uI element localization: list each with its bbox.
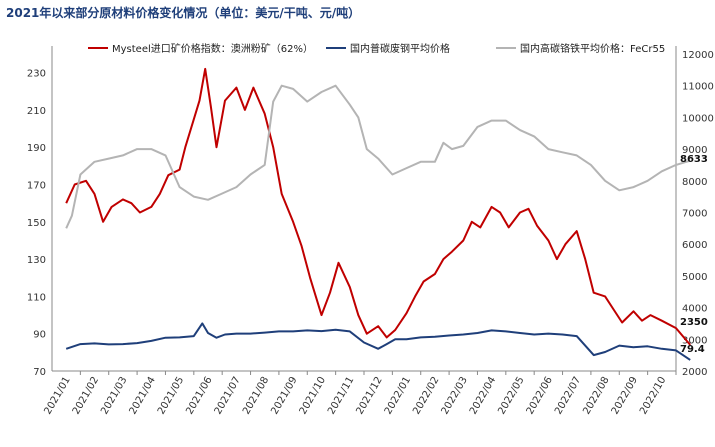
y-right-tick-label: 9000 [682, 145, 707, 156]
y-left-tick-label: 110 [27, 292, 46, 303]
series-line-2 [65, 84, 691, 229]
y-left-tick-label: 150 [27, 218, 46, 229]
y-right-tick-label: 7000 [682, 209, 707, 220]
x-tick-label: 2022/03 [440, 375, 470, 416]
y-right-tick-label: 12000 [682, 50, 714, 61]
legend-label: 国内普碳废钢平均价格 [350, 42, 450, 55]
y-right-tick-label: 8000 [682, 177, 707, 188]
series-line-0 [65, 67, 691, 346]
y-right-tick-label: 10000 [682, 113, 714, 124]
x-tick-label: 2021/08 [241, 375, 271, 416]
x-tick-label: 2021/06 [184, 375, 214, 416]
chart-title: 2021年以来部分原材料价格变化情况（单位：美元/干吨、元/吨） [6, 6, 361, 20]
series-end-label: 2350 [680, 317, 708, 328]
y-right-tick-label: 5000 [682, 272, 707, 283]
series-end-label: 8633 [680, 154, 708, 165]
x-tick-label: 2022/09 [610, 375, 640, 416]
x-tick-label: 2021/10 [298, 375, 328, 416]
x-tick-label: 2022/10 [638, 375, 668, 416]
y-left-tick-label: 190 [27, 143, 46, 154]
y-left-tick-label: 170 [27, 181, 46, 192]
x-tick-label: 2022/08 [581, 375, 611, 416]
x-tick-label: 2021/07 [213, 375, 243, 416]
y-left-tick-label: 210 [27, 106, 46, 117]
x-tick-label: 2022/02 [411, 375, 441, 416]
x-tick-label: 2021/05 [156, 375, 186, 416]
x-tick-label: 2021/03 [99, 375, 129, 416]
series-line-1 [65, 322, 691, 361]
x-tick-label: 2021/02 [71, 375, 101, 416]
y-right-tick-label: 3000 [682, 335, 707, 346]
y-right-tick-label: 6000 [682, 240, 707, 251]
series-end-label: 79.4 [680, 344, 705, 355]
x-tick-label: 2021/12 [354, 375, 384, 416]
x-tick-label: 2022/05 [496, 375, 526, 416]
x-tick-label: 2021/11 [326, 375, 356, 416]
y-right-tick-label: 4000 [682, 304, 707, 315]
x-tick-label: 2022/01 [383, 375, 413, 416]
y-left-tick-label: 70 [33, 367, 46, 378]
y-left-tick-label: 90 [33, 330, 46, 341]
x-tick-label: 2021/01 [42, 375, 72, 416]
x-tick-label: 2021/09 [269, 375, 299, 416]
y-left-tick-label: 230 [27, 69, 46, 80]
x-tick-label: 2022/06 [525, 375, 555, 416]
y-right-tick-label: 2000 [682, 367, 707, 378]
x-tick-label: 2022/04 [468, 375, 498, 416]
y-right-tick-label: 11000 [682, 82, 714, 93]
x-tick-label: 2021/04 [128, 375, 158, 416]
legend-label: Mysteel进口矿价格指数：澳洲粉矿（62%） [112, 42, 313, 55]
legend-label: 国内高碳铬铁平均价格：FeCr55 [520, 42, 665, 55]
y-left-tick-label: 130 [27, 255, 46, 266]
x-tick-label: 2022/07 [553, 375, 583, 416]
